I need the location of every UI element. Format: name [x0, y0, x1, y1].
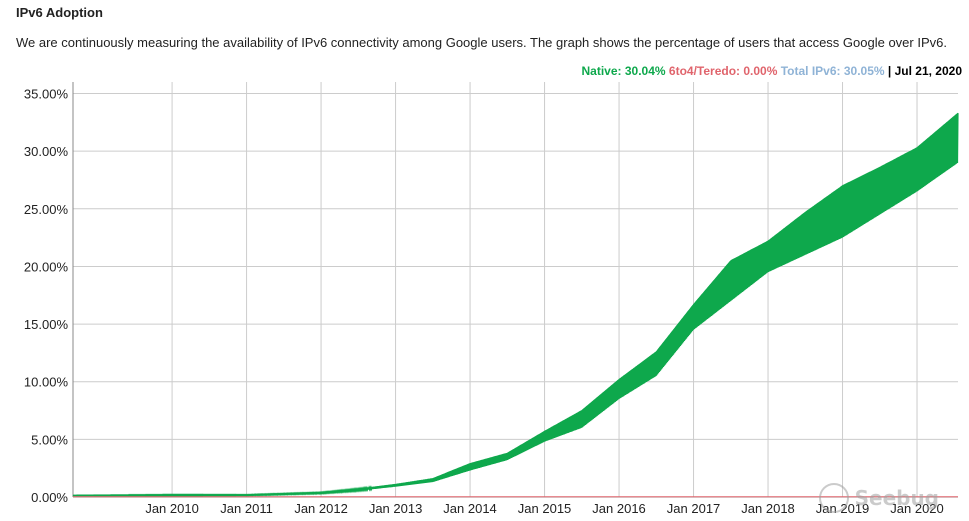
y-tick-label: 35.00%	[24, 87, 69, 102]
legend-teredo: 6to4/Teredo: 0.00%	[668, 64, 778, 78]
x-tick-label: Jan 2014	[443, 501, 497, 516]
legend-total: Total IPv6: 30.05%	[780, 64, 885, 78]
x-tick-label: Jan 2018	[741, 501, 795, 516]
page-description: We are continuously measuring the availa…	[16, 35, 947, 50]
y-tick-label: 20.00%	[24, 259, 69, 274]
legend-separator: |	[887, 64, 892, 78]
y-tick-label: 30.00%	[24, 144, 69, 159]
y-tick-label: 0.00%	[31, 490, 68, 505]
x-tick-label: Jan 2016	[592, 501, 646, 516]
seebug-logo-icon	[818, 483, 849, 513]
x-tick-label: Jan 2015	[518, 501, 572, 516]
y-tick-label: 15.00%	[24, 317, 69, 332]
legend-native: Native: 30.04%	[581, 64, 666, 78]
page-title: IPv6 Adoption	[16, 5, 103, 20]
x-tick-label: Jan 2011	[220, 501, 273, 516]
x-tick-label: Jan 2010	[145, 501, 199, 516]
x-tick-label: Jan 2017	[667, 501, 721, 516]
y-tick-label: 5.00%	[31, 432, 68, 447]
watermark-text: Seebug	[854, 486, 939, 510]
x-tick-label: Jan 2020	[890, 501, 944, 516]
watermark: Seebug	[818, 483, 939, 513]
series-native-upper	[73, 112, 959, 496]
y-tick-label: 10.00%	[24, 375, 69, 390]
legend-date: Jul 21, 2020	[894, 64, 962, 78]
chart-legend: Native: 30.04% 6to4/Teredo: 0.00% Total …	[582, 64, 962, 78]
series-native-line	[72, 113, 959, 498]
x-tick-label: Jan 2013	[369, 501, 423, 516]
y-tick-label: 25.00%	[24, 202, 69, 217]
x-tick-label: Jan 2012	[294, 501, 348, 516]
